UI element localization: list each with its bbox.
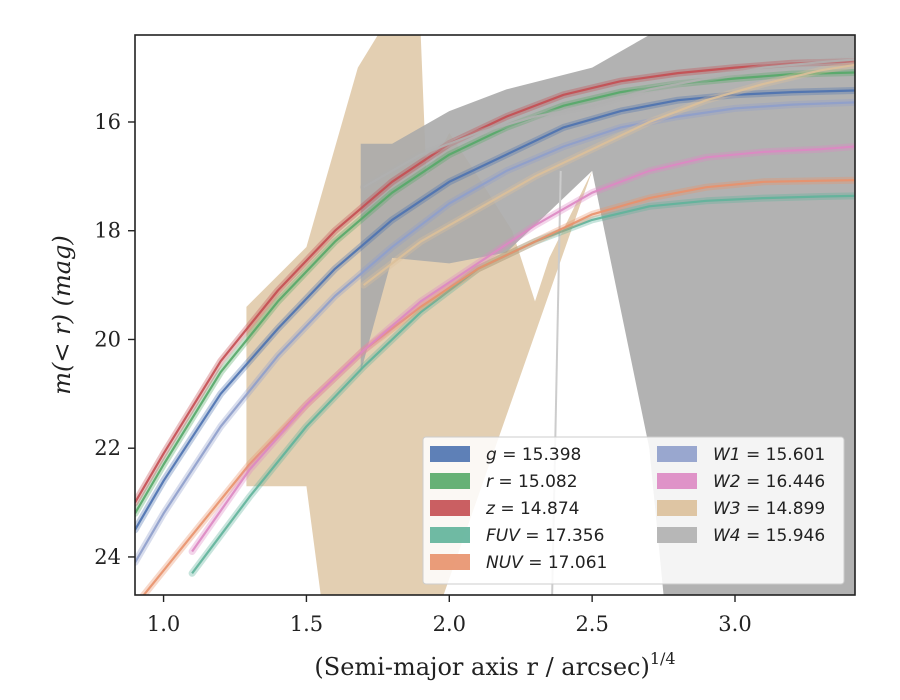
series-line-9 — [363, 58, 855, 189]
x-axis-label: (Semi-major axis r / arcsec)1/4 — [314, 649, 675, 681]
legend-label: FUV = 17.356 — [486, 526, 604, 546]
series-line-8 — [362, 63, 855, 286]
x-tick-label: 3.0 — [718, 612, 751, 636]
legend-swatch — [430, 554, 470, 570]
legend-swatch — [657, 473, 697, 489]
x-tick-label: 2.0 — [433, 612, 466, 636]
x-tick-label: 1.5 — [290, 612, 323, 636]
legend-swatch — [657, 446, 697, 462]
legend-label: W3 = 14.899 — [713, 499, 825, 519]
series-line-2 — [135, 71, 855, 514]
legend-swatch — [657, 500, 697, 516]
y-tick-label: 18 — [94, 219, 121, 243]
y-axis-label: m(< r) (mag) — [48, 235, 76, 394]
legend-label: W1 = 15.601 — [713, 445, 825, 465]
y-tick-label: 20 — [94, 327, 121, 351]
legend-label: W2 = 16.446 — [713, 472, 825, 492]
y-tick-label: 16 — [94, 110, 121, 134]
legend-label: z = 14.874 — [485, 499, 579, 519]
legend-swatch — [657, 527, 697, 543]
legend-label: g = 15.398 — [486, 445, 581, 465]
growth-curves — [135, 56, 855, 595]
axis-ticks: 1.0 1.5 2.0 2.5 3.0 16 18 20 22 24 — [94, 110, 751, 636]
y-tick-label: 24 — [94, 545, 121, 569]
series-line-7 — [191, 145, 855, 553]
x-tick-label: 2.5 — [575, 612, 608, 636]
legend-swatch — [430, 473, 470, 489]
series-line-5 — [142, 179, 855, 595]
legend-label: r = 15.082 — [486, 472, 578, 492]
legend-label: NUV = 17.061 — [486, 553, 607, 573]
legend-swatch — [430, 500, 470, 516]
legend: g = 15.398 r = 15.082 z = 14.874 FUV = 17.3… — [422, 436, 845, 585]
x-tick-label: 1.0 — [147, 612, 180, 636]
series-line-6 — [135, 101, 855, 563]
y-tick-label: 22 — [94, 436, 121, 460]
legend-label: W4 = 15.946 — [713, 526, 825, 546]
legend-box — [422, 436, 845, 585]
legend-swatch — [430, 527, 470, 543]
series-line-3 — [135, 60, 855, 504]
legend-swatch — [430, 446, 470, 462]
plot-frame — [134, 34, 856, 596]
